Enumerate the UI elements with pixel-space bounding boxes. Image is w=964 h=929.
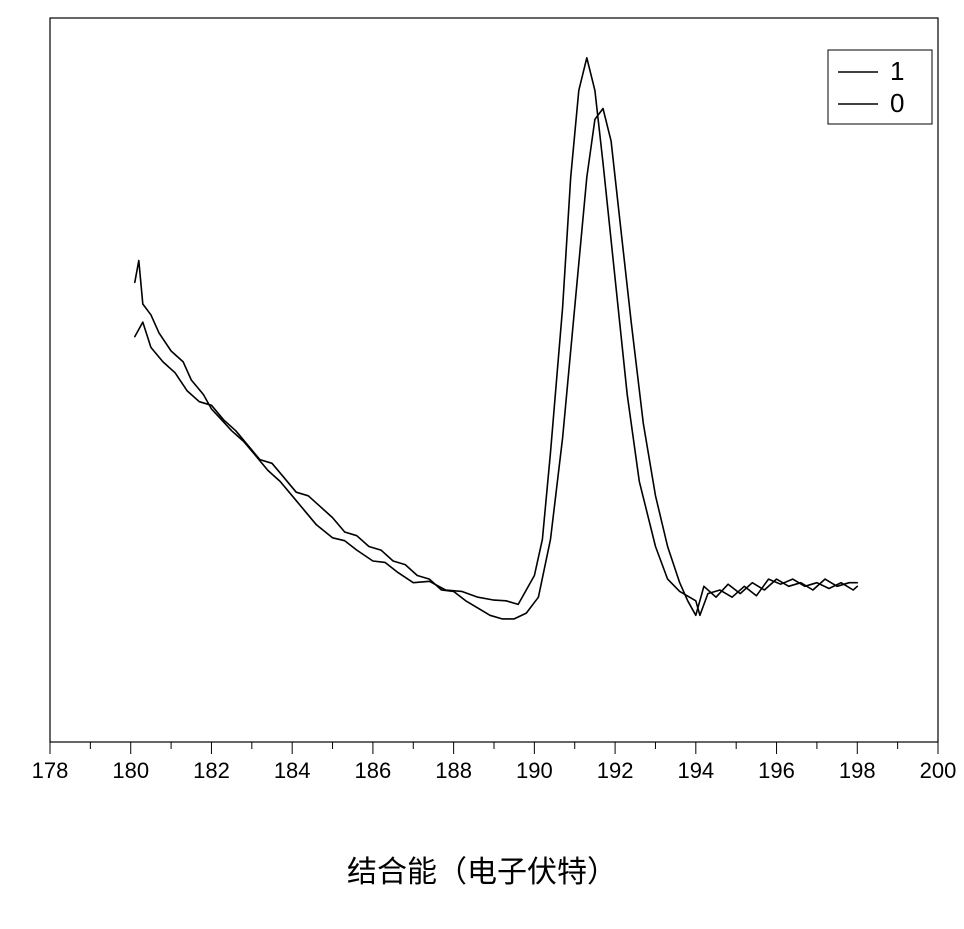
svg-text:182: 182	[193, 758, 230, 783]
x-axis-label: 结合能（电子伏特）	[0, 847, 964, 891]
svg-text:200: 200	[920, 758, 957, 783]
chart-container: 178 180 182 184 186 188 190 192 194 196 198 200 10 结…	[0, 0, 964, 929]
svg-text:186: 186	[355, 758, 392, 783]
svg-text:190: 190	[516, 758, 553, 783]
legend-box	[828, 50, 932, 124]
chart-svg: 178 180 182 184 186 188 190 192 194 196 198 200 10	[0, 0, 964, 820]
svg-text:192: 192	[597, 758, 634, 783]
legend-label-1: 1	[890, 56, 904, 86]
svg-text:184: 184	[274, 758, 311, 783]
svg-text:180: 180	[112, 758, 149, 783]
svg-text:188: 188	[435, 758, 472, 783]
svg-text:198: 198	[839, 758, 876, 783]
svg-text:178: 178	[32, 758, 69, 783]
svg-text:196: 196	[758, 758, 795, 783]
legend-label-0: 0	[890, 88, 904, 118]
svg-text:194: 194	[677, 758, 714, 783]
